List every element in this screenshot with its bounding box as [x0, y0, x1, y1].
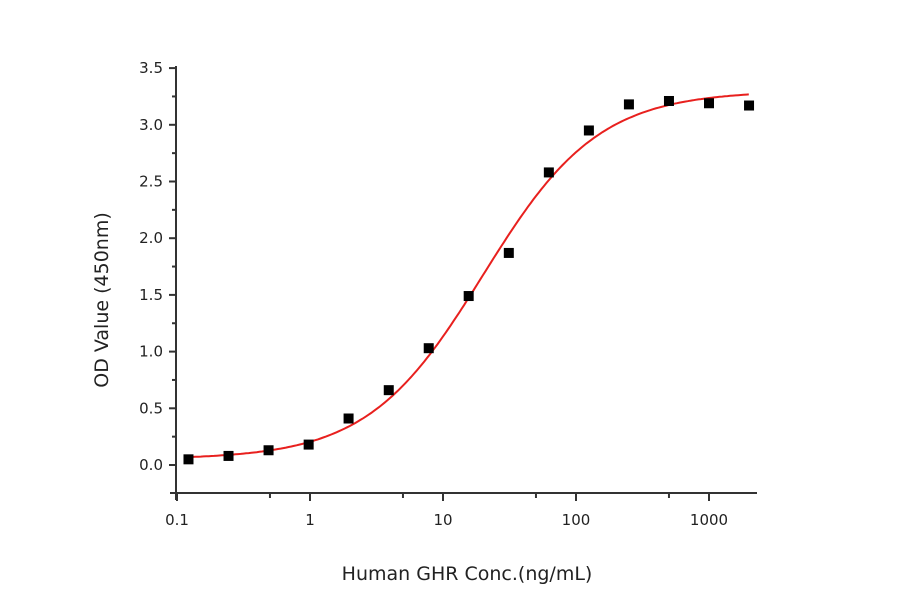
- data-point: [303, 439, 314, 450]
- x-axis-ticks: 0.1 1 10 100 1000: [165, 493, 728, 529]
- y-tick-label: 2.5: [139, 173, 163, 191]
- data-point: [583, 125, 594, 136]
- x-tick-label: 0.1: [165, 511, 189, 529]
- x-tick-label: 10: [433, 511, 452, 529]
- data-point: [223, 450, 234, 461]
- data-point: [263, 445, 274, 456]
- y-tick-label: 3.0: [139, 116, 163, 134]
- x-tick-label: 1: [305, 511, 315, 529]
- data-point: [623, 99, 634, 110]
- data-point: [663, 95, 674, 106]
- y-axis-ticks: 0.0 0.5 1.0 1.5 2.0 2.5 3.0 3.5: [139, 59, 176, 474]
- data-point: [183, 454, 194, 465]
- y-tick-label: 1.5: [139, 286, 163, 304]
- data-point: [423, 343, 434, 354]
- fit-curve: [187, 93, 749, 459]
- x-tick-label: 100: [562, 511, 591, 529]
- data-point: [704, 98, 714, 109]
- data-point: [744, 100, 755, 111]
- y-tick-label: 0.0: [139, 456, 163, 474]
- x-tick-label: 1000: [690, 511, 728, 529]
- data-point: [383, 385, 394, 396]
- data-point: [343, 413, 354, 424]
- y-tick-label: 2.0: [139, 229, 163, 247]
- y-tick-label: 3.5: [139, 59, 163, 77]
- x-axis-title: Human GHR Conc.(ng/mL): [342, 563, 593, 585]
- y-tick-label: 0.5: [139, 399, 163, 417]
- y-axis-title: OD Value (450nm): [91, 212, 113, 387]
- y-tick-label: 1.0: [139, 343, 163, 361]
- data-point: [503, 247, 514, 258]
- data-point: [543, 167, 554, 178]
- data-point: [463, 291, 474, 302]
- data-points: [183, 95, 755, 465]
